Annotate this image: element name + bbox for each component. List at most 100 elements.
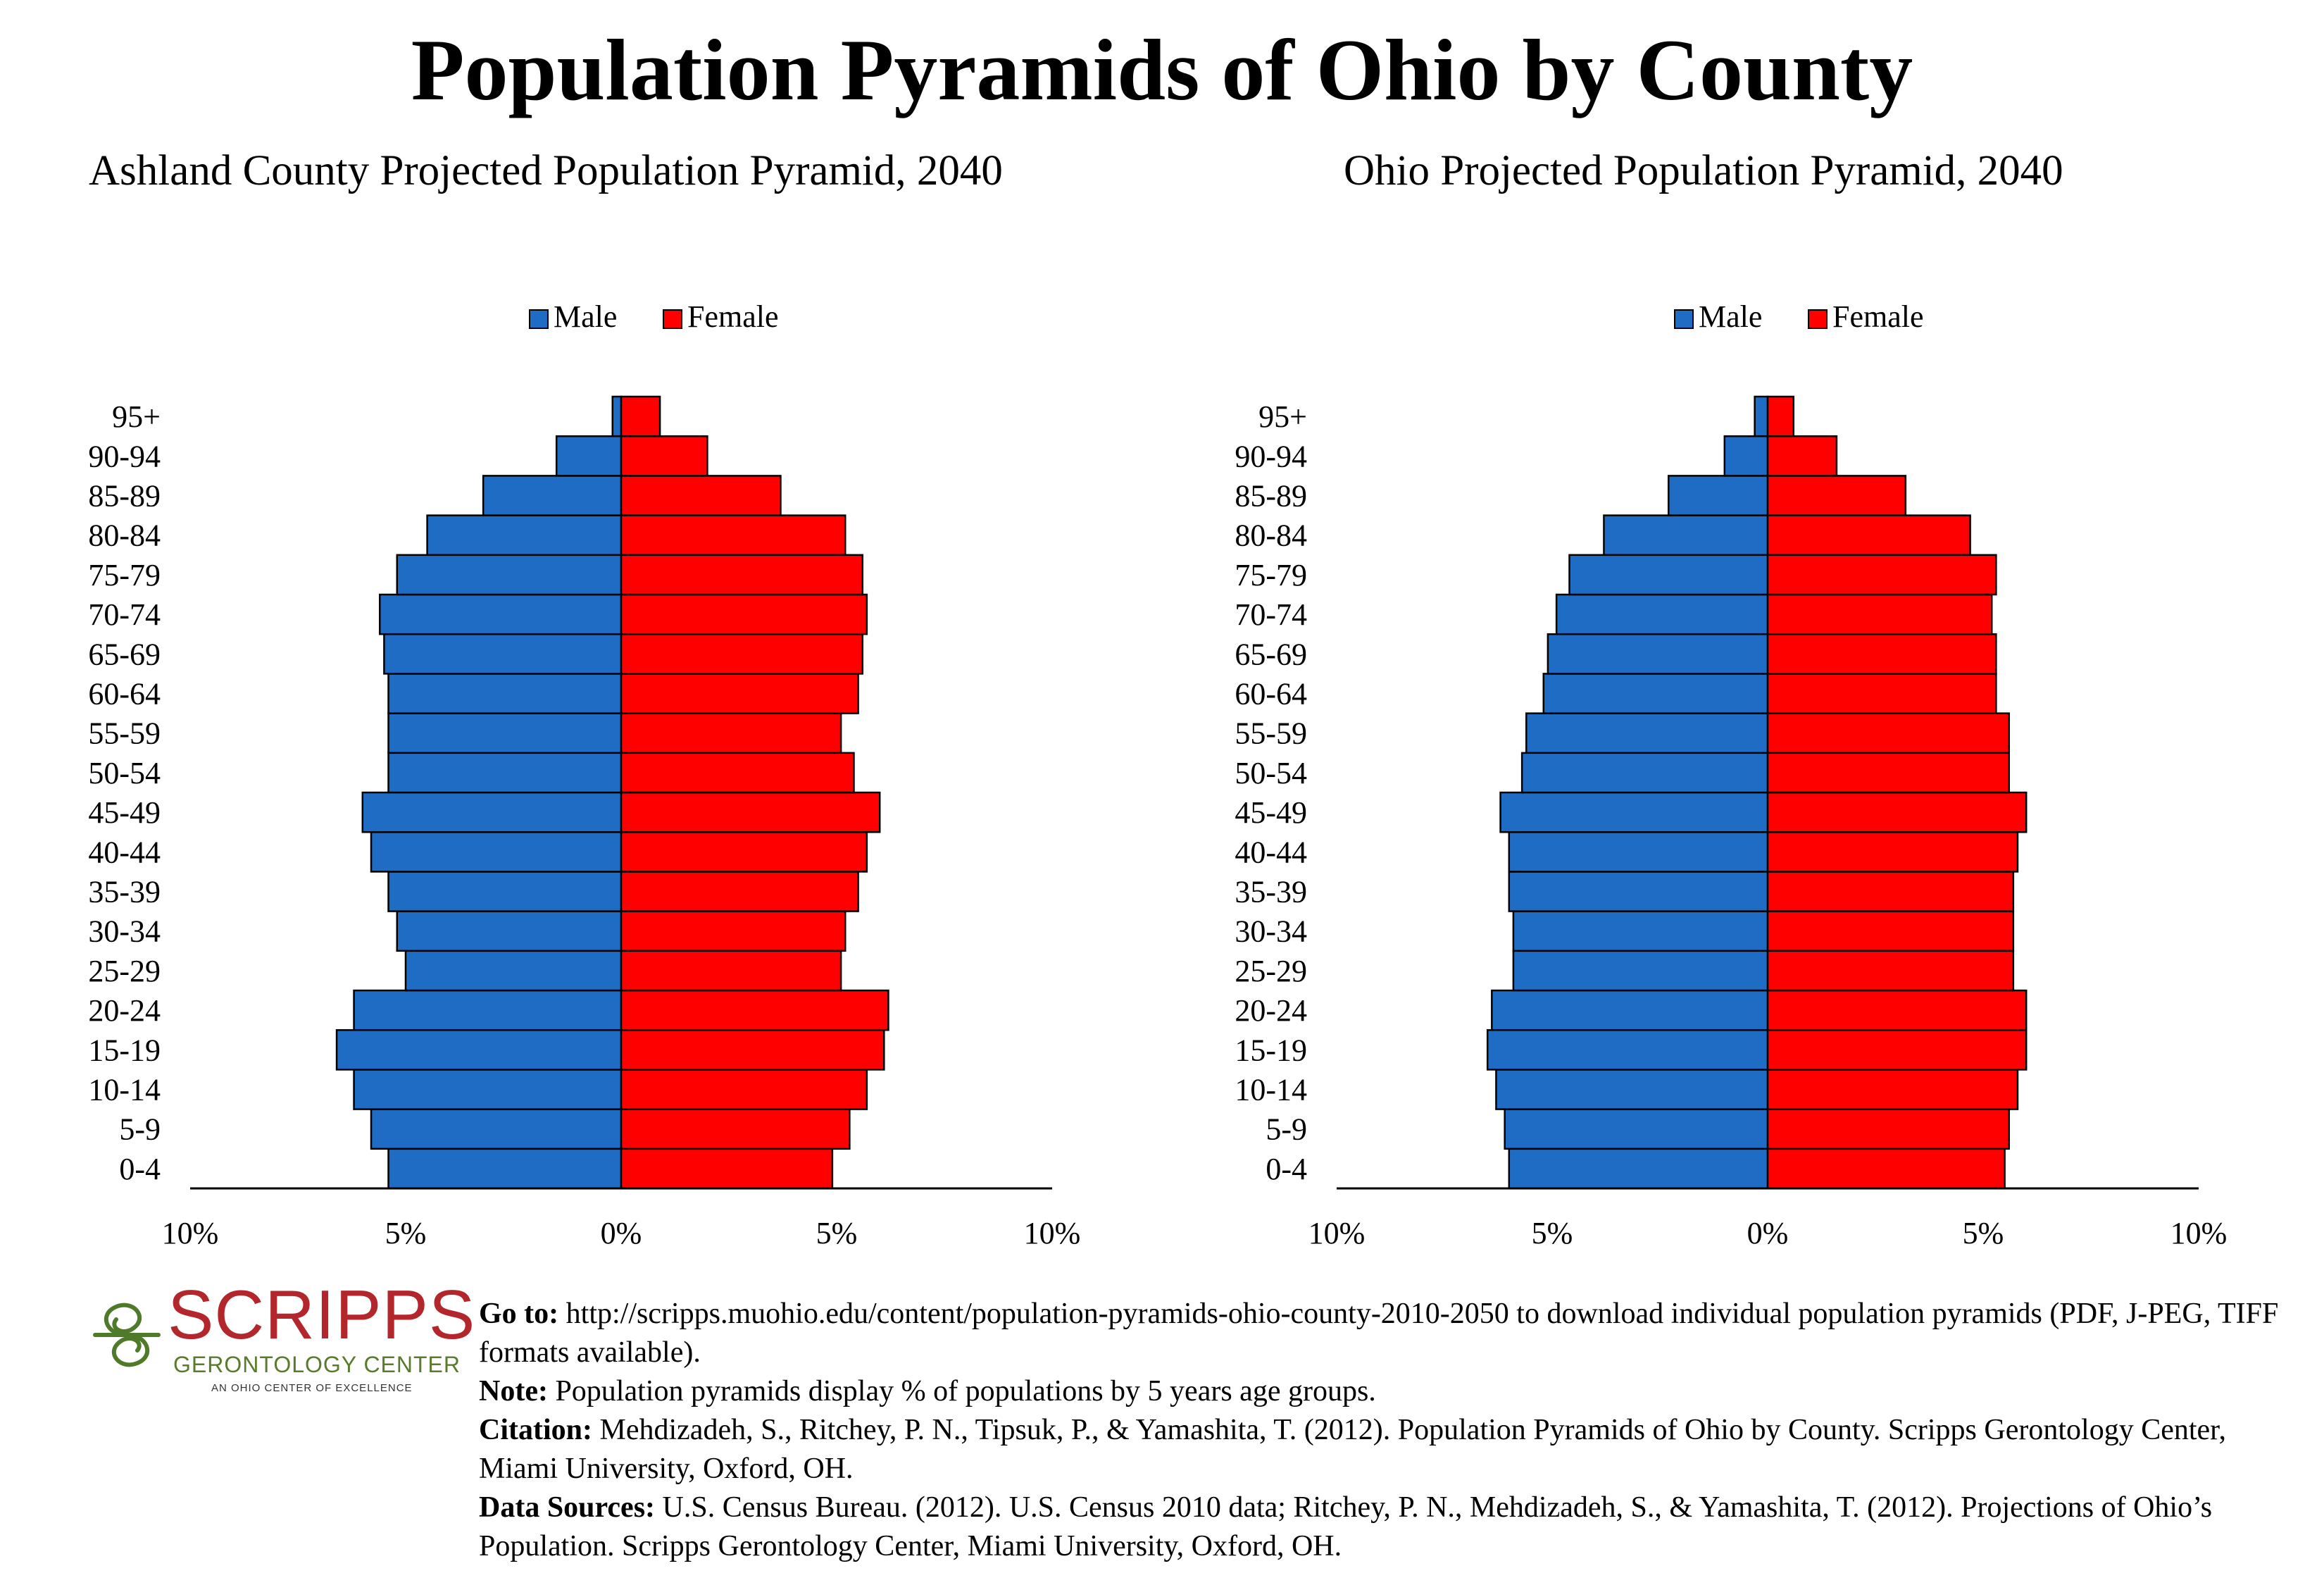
x-tick-label: 10% [1308,1216,1366,1250]
age-label-20-24: 20-24 [1235,993,1307,1028]
legend-male-swatch [529,309,549,329]
ohio-pyramid-chart: Male Female 0-4 5-9 10-14 15-19 20-24 25-29 30-3… [1235,299,2228,1250]
bar-male-80-84 [1603,514,1769,557]
age-label-80-84: 80-84 [1235,518,1307,553]
x-tick-label: 10% [162,1216,219,1250]
x-tick-label: 0% [601,1216,642,1250]
age-label-70-74: 70-74 [88,597,161,632]
age-label-15-19: 15-19 [88,1033,161,1067]
bar-male-20-24 [1491,989,1769,1031]
bar-female-10-14 [1766,1069,2019,1110]
bar-female-45-49 [1766,791,2028,833]
age-label-60-64: 60-64 [1235,677,1307,711]
age-label-10-14: 10-14 [1235,1073,1307,1107]
age-label-70-74: 70-74 [1235,597,1307,632]
bar-female-50-54 [1766,752,2010,794]
bar-female-45-49 [620,791,881,833]
bar-female-95+ [620,395,661,437]
bar-female-30-34 [1766,910,2015,952]
bar-female-80-84 [1766,514,1971,557]
bar-male-0-4 [1508,1148,1769,1190]
citation-label: Citation: [479,1414,592,1446]
bar-male-15-19 [1486,1028,1769,1071]
age-label-40-44: 40-44 [88,835,161,869]
bar-male-35-39 [1508,871,1769,912]
age-label-90-94: 90-94 [88,439,161,473]
bar-female-30-34 [620,910,846,952]
bar-female-65-69 [620,633,863,675]
bar-male-95+ [1754,395,1769,437]
bar-female-20-24 [620,989,889,1031]
note-line: Note: Population pyramids display % of p… [479,1372,2310,1411]
bar-male-85-89 [482,475,623,516]
sources-note: Data Sources: U.S. Census Bureau. (2012)… [479,1488,2310,1566]
age-label-35-39: 35-39 [88,875,161,909]
age-label-5-9: 5-9 [1266,1112,1307,1147]
x-tick-label: 5% [1963,1216,2004,1250]
bar-female-0-4 [1766,1148,2006,1190]
bar-male-55-59 [387,712,623,754]
bar-female-85-89 [620,475,782,516]
scripps-logo: SCRIPPS GERONTOLOGY CENTER AN OHIO CENTE… [85,1279,475,1405]
bar-female-40-44 [620,831,868,873]
age-label-65-69: 65-69 [1235,637,1307,671]
bar-male-30-34 [1512,910,1769,952]
age-label-15-19: 15-19 [1235,1033,1307,1067]
bar-female-55-59 [620,712,842,754]
x-tick-label: 10% [1024,1216,1081,1250]
bar-female-85-89 [1766,475,1907,516]
bar-male-20-24 [353,989,623,1031]
bar-female-35-39 [1766,871,2015,912]
x-tick-label: 10% [2170,1216,2228,1250]
age-label-85-89: 85-89 [1235,479,1307,514]
age-label-45-49: 45-49 [88,795,161,830]
legend-female-swatch [663,309,682,329]
bar-female-25-29 [1766,950,2015,992]
bar-female-40-44 [1766,831,2019,873]
legend-male-label: Male [554,299,617,334]
bar-male-50-54 [387,752,623,794]
goto-text: http://scripps.muohio.edu/content/popula… [479,1298,2279,1369]
chart-title-ohio: Ohio Projected Population Pyramid, 2040 [1344,147,2063,194]
bar-female-55-59 [1766,712,2010,754]
age-label-95+: 95+ [112,399,161,434]
age-label-40-44: 40-44 [1235,835,1307,869]
bar-male-60-64 [1542,673,1769,714]
x-tick-label: 5% [1532,1216,1573,1250]
bar-female-25-29 [620,950,842,992]
legend-female-swatch [1808,309,1828,329]
bar-male-90-94 [1723,435,1769,477]
logo-tagline: AN OHIO CENTER OF EXCELLENCE [211,1382,413,1394]
bar-female-0-4 [620,1148,834,1190]
bar-male-55-59 [1525,712,1769,754]
age-label-45-49: 45-49 [1235,795,1307,830]
x-tick-label: 5% [816,1216,858,1250]
age-label-50-54: 50-54 [1235,756,1307,790]
bar-female-15-19 [1766,1028,2028,1071]
age-label-75-79: 75-79 [88,558,161,592]
age-label-35-39: 35-39 [1235,875,1307,909]
legend-female-label: Female [687,299,779,334]
age-label-0-4: 0-4 [119,1152,161,1186]
bar-male-10-14 [1495,1069,1769,1110]
age-label-25-29: 25-29 [1235,954,1307,988]
bar-male-5-9 [1504,1108,1769,1150]
age-label-5-9: 5-9 [119,1112,161,1147]
bar-male-15-19 [335,1028,623,1071]
scripps-swirl-icon [93,1303,161,1367]
bar-male-40-44 [370,831,623,873]
note-text: Population pyramids display % of populat… [547,1375,1376,1407]
bar-male-50-54 [1520,752,1769,794]
age-label-60-64: 60-64 [88,677,161,711]
bar-male-40-44 [1508,831,1769,873]
age-label-80-84: 80-84 [88,518,161,553]
legend-male-swatch [1674,309,1694,329]
goto-note: Go to: http://scripps.muohio.edu/content… [479,1295,2310,1372]
sources-label: Data Sources: [479,1491,656,1524]
ashland-pyramid-chart: Male Female 0-4 5-9 10-14 15-19 20-24 25-29 30-3… [88,299,1081,1250]
bar-female-60-64 [1766,673,1997,714]
age-label-25-29: 25-29 [88,954,161,988]
bar-female-70-74 [1766,593,1993,635]
bar-female-10-14 [620,1069,868,1110]
x-tick-label: 5% [385,1216,427,1250]
